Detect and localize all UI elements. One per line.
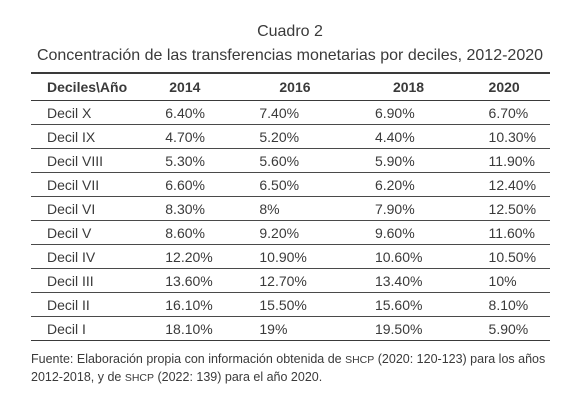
column-header-deciles: Deciles\Año — [31, 72, 166, 101]
table-cell: 15.60% — [374, 292, 489, 317]
footnote-org: SHCP — [345, 354, 375, 366]
row-label: Decil VII — [31, 172, 166, 197]
table-cell: 10.60% — [374, 244, 489, 269]
table-cell: 4.70% — [165, 124, 260, 149]
table-cell: 6.50% — [259, 172, 375, 197]
table-row: Decil IV 12.20% 10.90% 10.60% 10.50% — [31, 244, 550, 269]
footnote-org: SHCP — [124, 372, 155, 384]
table-cell: 10.50% — [488, 244, 550, 269]
footnote-text: (2020: 120-123) para los años 2012-2018,… — [31, 352, 546, 384]
table-cell: 8.30% — [165, 196, 260, 221]
table-row: Decil IX 4.70% 5.20% 4.40% 10.30% — [31, 124, 550, 149]
table-cell: 6.60% — [165, 172, 260, 197]
table-cell: 10.30% — [488, 124, 550, 149]
table-cell: 5.90% — [374, 148, 489, 173]
column-header-2018: 2018 — [374, 72, 489, 101]
table-cell: 11.90% — [488, 148, 550, 173]
table-cell: 12.20% — [165, 244, 260, 269]
table-row: Decil X 6.40% 7.40% 6.90% 6.70% — [31, 100, 550, 125]
table-cell: 6.40% — [165, 100, 260, 125]
column-header-2014: 2014 — [165, 72, 260, 101]
row-label: Decil II — [31, 292, 166, 317]
table-cell: 5.90% — [488, 316, 550, 341]
footnote-text: Fuente: Elaboración propia con informaci… — [31, 352, 346, 366]
table-cell: 15.50% — [259, 292, 375, 317]
title-block: Cuadro 2 Concentración de las transferen… — [0, 8, 580, 66]
table-cell: 9.60% — [374, 220, 489, 245]
table-cell: 6.90% — [374, 100, 489, 125]
table-cell: 8.60% — [165, 220, 260, 245]
table-cell: 4.40% — [374, 124, 489, 149]
row-label: Decil I — [31, 316, 166, 341]
table-cell: 7.90% — [374, 196, 489, 221]
table-cell: 5.20% — [259, 124, 375, 149]
table-cell: 8.10% — [488, 292, 550, 317]
table-cell: 19.50% — [374, 316, 489, 341]
table-cell: 16.10% — [165, 292, 260, 317]
table-row: Decil VII 6.60% 6.50% 6.20% 12.40% — [31, 172, 550, 197]
row-label: Decil VI — [31, 196, 166, 221]
table-row: Decil VIII 5.30% 5.60% 5.90% 11.90% — [31, 148, 550, 173]
table-row: Decil III 13.60% 12.70% 13.40% 10% — [31, 268, 550, 293]
table-row: Decil II 16.10% 15.50% 15.60% 8.10% — [31, 292, 550, 317]
row-label: Decil IV — [31, 244, 166, 269]
table-cell: 13.60% — [165, 268, 260, 293]
table-cell: 8% — [259, 196, 375, 221]
table-row: Decil I 18.10% 19% 19.50% 5.90% — [31, 316, 550, 341]
column-header-2016: 2016 — [259, 72, 375, 101]
table-cell: 18.10% — [165, 316, 260, 341]
table-cell: 7.40% — [259, 100, 375, 125]
table-cell: 5.30% — [165, 148, 260, 173]
table-cell: 6.70% — [488, 100, 550, 125]
table-cell: 10% — [488, 268, 550, 293]
row-label: Decil VIII — [31, 148, 166, 173]
table-row: Decil VI 8.30% 8% 7.90% 12.50% — [31, 196, 550, 221]
table-row: Decil V 8.60% 9.20% 9.60% 11.60% — [31, 220, 550, 245]
row-label: Decil X — [31, 100, 166, 125]
data-table: Deciles\Año 2014 2016 2018 2020 Decil X … — [31, 72, 550, 341]
row-label: Decil V — [31, 220, 166, 245]
table-cell: 12.50% — [488, 196, 550, 221]
row-label: Decil III — [31, 268, 166, 293]
table-title: Concentración de las transferencias mone… — [36, 47, 544, 64]
table-cell: 19% — [259, 316, 375, 341]
footnote-text: (2022: 139) para el año 2020. — [154, 370, 323, 384]
table-number: Cuadro 2 — [257, 23, 323, 40]
column-header-2020: 2020 — [488, 72, 550, 101]
row-label: Decil IX — [31, 124, 166, 149]
table-cell: 13.40% — [374, 268, 489, 293]
table-header-row: Deciles\Año 2014 2016 2018 2020 — [31, 72, 550, 101]
table-cell: 12.70% — [259, 268, 375, 293]
table-cell: 5.60% — [259, 148, 375, 173]
table-cell: 9.20% — [259, 220, 375, 245]
source-footnote: Fuente: Elaboración propia con informaci… — [31, 351, 556, 387]
table-cell: 10.90% — [259, 244, 375, 269]
table-cell: 6.20% — [374, 172, 489, 197]
table-cell: 11.60% — [488, 220, 550, 245]
table-cell: 12.40% — [488, 172, 550, 197]
